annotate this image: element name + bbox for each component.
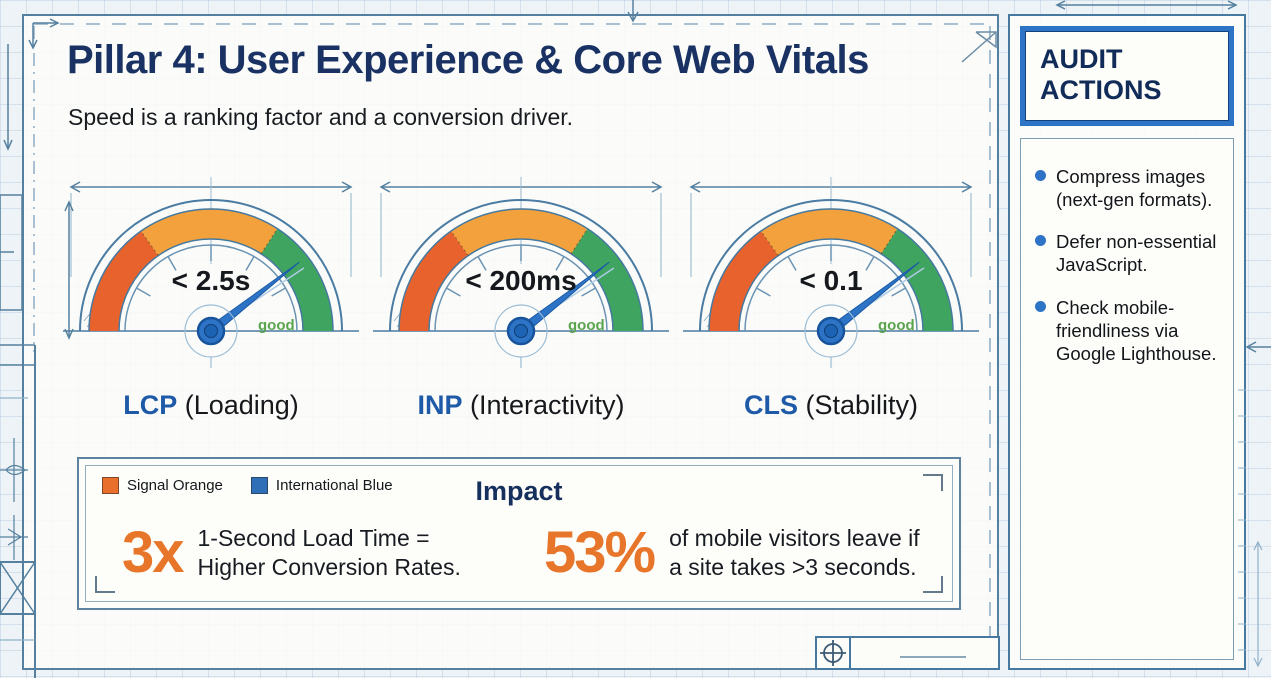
orange-swatch [102, 477, 119, 494]
gauge-status: good [258, 317, 295, 334]
gauge-value: < 0.1 [799, 265, 863, 296]
gauge-status: good [878, 317, 915, 334]
corner-bracket [923, 576, 943, 593]
gauge-cls: < 0.1 good CLS (Stability) [681, 169, 981, 421]
dashed-border-top [34, 23, 989, 25]
gauge-aspect: (Interactivity) [470, 390, 625, 420]
gauge-metric: LCP [123, 390, 178, 420]
stat-mobile-abandon: 53% of mobile visitors leave if a site t… [544, 524, 931, 582]
gauge-value: < 2.5s [171, 265, 251, 296]
gauge-label: CLS (Stability) [681, 390, 981, 421]
gauge-aspect: (Stability) [805, 390, 919, 420]
stat-text: of mobile visitors leave if a site takes… [669, 525, 920, 580]
audit-actions-title: AUDIT ACTIONS [1025, 31, 1229, 121]
stat-conversion: 3x 1-Second Load Time = Higher Conversio… [122, 524, 472, 582]
corner-bracket [923, 474, 943, 491]
gauge-value: < 200ms [465, 265, 577, 296]
bullet-icon [1035, 300, 1046, 312]
dashed-border-right [989, 26, 991, 662]
page-title: Pillar 4: User Experience & Core Web Vit… [67, 38, 869, 82]
registration-crosshair-icon [820, 638, 966, 668]
vertical-dimension-arrow [64, 200, 74, 340]
audit-actions-panel: AUDIT ACTIONS Compress images (next-gen … [1008, 14, 1246, 670]
gauge-metric: CLS [743, 390, 798, 420]
gauges-row: < 2.5s good LCP (Loading) < 200ms good I… [61, 169, 981, 421]
gauge-label: INP (Interactivity) [371, 390, 671, 421]
gauge-status: good [568, 317, 605, 334]
stat-value: 53% [544, 520, 656, 585]
list-item-text: Defer non-essential JavaScript. [1056, 231, 1217, 276]
legend-label: International Blue [275, 477, 393, 494]
corner-bracket [95, 576, 115, 593]
list-item-text: Check mobile-friendliness via Google Lig… [1056, 296, 1217, 364]
dashdot-border-left [33, 26, 35, 352]
gauge-metric: INP [417, 390, 463, 420]
gauge-lcp: < 2.5s good LCP (Loading) [61, 169, 361, 421]
page-subtitle: Speed is a ranking factor and a conversi… [68, 104, 574, 130]
audit-actions-list: Compress images (next-gen formats). Defe… [1020, 138, 1234, 660]
title-block [815, 636, 1000, 670]
impact-panel-inner: Signal Orange International Blue Impact … [85, 465, 953, 602]
gauge-aspect: (Loading) [184, 390, 299, 420]
audit-actions-header: AUDIT ACTIONS [1020, 26, 1234, 126]
gauge-inp: < 200ms good INP (Interactivity) [371, 169, 671, 421]
list-item: Check mobile-friendliness via Google Lig… [1035, 296, 1229, 365]
list-item: Defer non-essential JavaScript. [1035, 230, 1229, 276]
main-sheet: Pillar 4: User Experience & Core Web Vit… [22, 14, 999, 670]
legend-item-signal-orange: Signal Orange [102, 477, 223, 494]
legend-label: Signal Orange [127, 477, 223, 494]
impact-panel: Signal Orange International Blue Impact … [77, 457, 961, 610]
bullet-icon [1035, 235, 1046, 247]
stat-text: 1-Second Load Time = Higher Conversion R… [197, 525, 461, 580]
blue-swatch [250, 477, 268, 494]
stat-value: 3x [122, 520, 184, 585]
gauge-label: LCP (Loading) [61, 390, 361, 421]
legend-item-international-blue: International Blue [250, 477, 393, 494]
impact-heading: Impact [475, 476, 563, 506]
list-item-text: Compress images (next-gen formats). [1056, 166, 1213, 211]
list-item: Compress images (next-gen formats). [1035, 165, 1229, 211]
bullet-icon [1035, 170, 1046, 181]
color-legend: Signal Orange International Blue [102, 477, 393, 494]
